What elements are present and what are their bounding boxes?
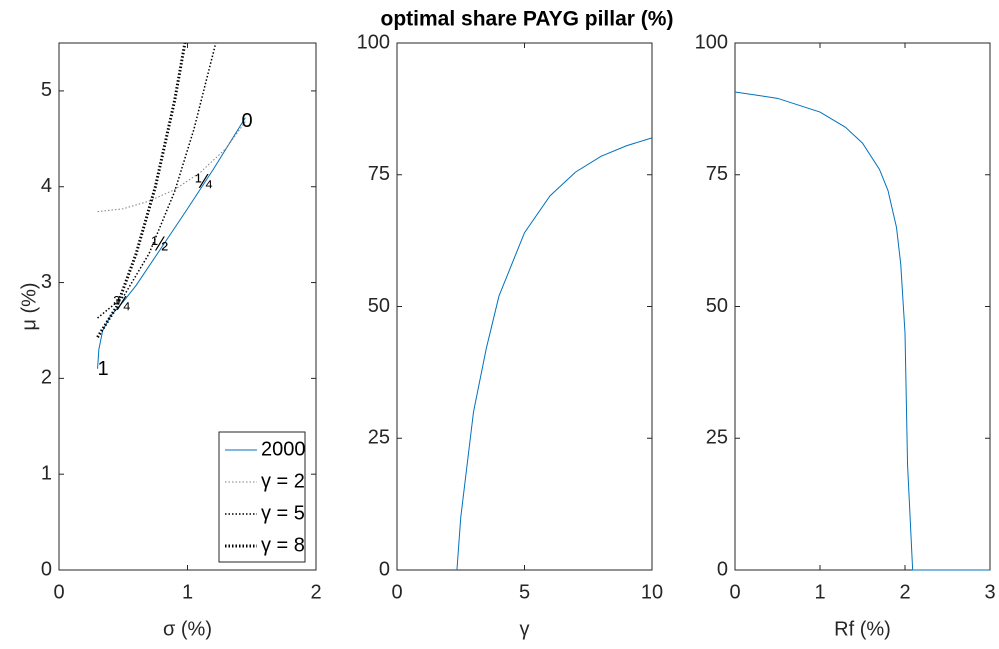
figure-title: optimal share PAYG pillar (%) <box>381 8 674 31</box>
legend-label: γ = 2 <box>261 470 305 492</box>
y-tick-label: 2 <box>41 367 52 389</box>
legend-label: γ = 5 <box>261 502 305 524</box>
y-tick-label: 25 <box>368 427 390 449</box>
data-line <box>96 42 187 338</box>
legend-label: 2000 <box>261 438 306 460</box>
legend-box <box>218 431 306 563</box>
x-axis-label: γ <box>520 618 530 640</box>
x-tick-label: 2 <box>310 581 321 603</box>
annotation: ½ <box>152 233 169 255</box>
y-tick-label: 100 <box>357 31 390 53</box>
x-axis-label: σ (%) <box>163 618 212 640</box>
legend-label: γ = 8 <box>261 534 305 556</box>
data-line <box>734 91 990 571</box>
annotation: 0 <box>241 110 252 132</box>
x-tick-label: 10 <box>641 581 663 603</box>
data-line <box>97 117 246 369</box>
y-tick-label: 50 <box>706 295 728 317</box>
y-tick-label: 75 <box>368 163 390 185</box>
y-tick-label: 3 <box>41 271 52 293</box>
data-line <box>456 137 653 571</box>
y-tick-label: 0 <box>717 558 728 580</box>
x-tick-label: 0 <box>53 581 64 603</box>
axes-box <box>734 42 991 571</box>
annotation: ¾ <box>113 293 130 315</box>
annotation: ¼ <box>195 171 212 193</box>
y-tick-label: 25 <box>706 427 728 449</box>
y-tick-label: 0 <box>379 558 390 580</box>
y-tick-label: 4 <box>41 175 52 197</box>
x-tick-label: 0 <box>729 581 740 603</box>
x-tick-label: 3 <box>984 581 995 603</box>
y-tick-label: 0 <box>41 558 52 580</box>
x-tick-label: 1 <box>814 581 825 603</box>
x-tick-label: 5 <box>519 581 530 603</box>
axes-box <box>396 42 653 571</box>
y-tick-label: 5 <box>41 79 52 101</box>
data-line <box>97 121 246 213</box>
x-tick-label: 1 <box>182 581 193 603</box>
y-tick-label: 50 <box>368 295 390 317</box>
x-tick-label: 0 <box>391 581 402 603</box>
y-tick-label: 75 <box>706 163 728 185</box>
x-axis-label: Rf (%) <box>834 618 891 640</box>
y-axis-label: μ (%) <box>18 282 40 330</box>
y-tick-label: 100 <box>695 31 728 53</box>
x-tick-label: 2 <box>899 581 910 603</box>
annotation: 1 <box>98 358 109 380</box>
y-tick-label: 1 <box>41 462 52 484</box>
